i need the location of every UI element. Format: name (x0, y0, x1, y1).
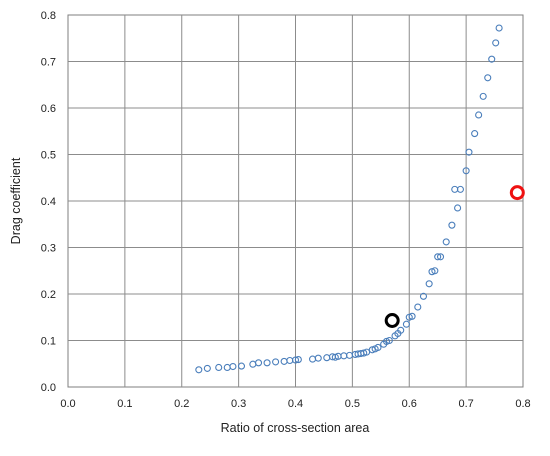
data-point (382, 337, 391, 345)
data-point (428, 268, 436, 276)
data-point (434, 253, 442, 261)
x-tick-label: 0.6 (402, 398, 417, 410)
y-tick-label: 0.5 (41, 150, 56, 162)
data-point (436, 253, 445, 261)
data-points (195, 24, 525, 374)
x-tick-label: 0.2 (174, 398, 189, 410)
data-point (237, 362, 246, 370)
data-point (371, 345, 379, 353)
y-tick-label: 0.4 (41, 196, 56, 208)
highlight-point (509, 185, 525, 201)
x-tick-label: 0.1 (117, 398, 132, 410)
data-point (479, 92, 487, 100)
data-point (488, 55, 496, 63)
y-tick-labels: 0.0 0.1 0.2 0.3 0.4 0.5 0.6 0.7 0.8 (41, 10, 56, 394)
data-point (294, 356, 302, 364)
data-point (272, 358, 280, 366)
data-point (425, 280, 433, 288)
x-tick-label: 0.0 (60, 398, 75, 410)
y-tick-label: 0.1 (41, 336, 56, 348)
x-tick-label: 0.3 (231, 398, 246, 410)
data-point (495, 24, 503, 32)
data-point (360, 349, 368, 357)
data-point (263, 359, 271, 367)
data-point (291, 356, 300, 364)
x-tick-label: 0.8 (515, 398, 530, 410)
y-tick-label: 0.8 (41, 10, 56, 22)
data-point (314, 354, 322, 362)
data-point (492, 39, 500, 47)
data-point (414, 303, 422, 311)
data-point (475, 111, 483, 119)
data-point (254, 359, 263, 367)
data-point (402, 320, 410, 328)
data-point (451, 185, 459, 193)
highlight-point (384, 313, 400, 329)
y-tick-label: 0.0 (41, 382, 56, 394)
data-point (405, 313, 413, 321)
data-point (331, 353, 339, 361)
y-tick-label: 0.6 (41, 103, 56, 115)
x-tick-label: 0.5 (345, 398, 360, 410)
x-tick-label: 0.7 (458, 398, 473, 410)
y-tick-label: 0.2 (41, 289, 56, 301)
data-point (203, 364, 211, 372)
y-tick-label: 0.7 (41, 57, 56, 69)
x-tick-labels: 0.0 0.1 0.2 0.3 0.4 0.5 0.6 0.7 0.8 (60, 398, 530, 410)
data-point (229, 362, 237, 371)
data-point (195, 366, 203, 374)
data-point (484, 74, 492, 82)
data-point (471, 130, 479, 138)
data-point (454, 204, 462, 212)
data-point (465, 148, 473, 156)
x-tick-label: 0.4 (288, 398, 303, 410)
y-axis-title: Drag coefficient (9, 157, 23, 244)
data-point (394, 329, 402, 338)
data-point (215, 363, 223, 372)
y-tick-label: 0.3 (41, 243, 56, 255)
x-axis-title: Ratio of cross-section area (221, 421, 370, 435)
data-point (448, 221, 456, 229)
data-point (442, 238, 450, 246)
data-point (462, 167, 470, 175)
data-point (419, 292, 428, 300)
